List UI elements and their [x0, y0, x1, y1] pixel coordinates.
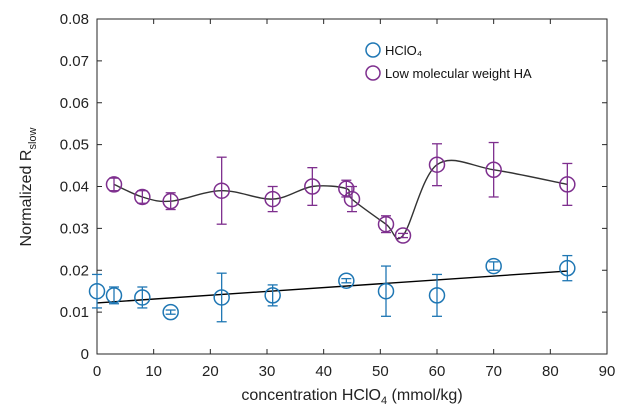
x-axis-label: concentration HClO4 (mmol/kg): [241, 387, 462, 405]
hclo4-point: [428, 287, 446, 304]
data-marks: [88, 141, 576, 323]
ha-point: [428, 156, 446, 173]
ha-point: [304, 178, 321, 195]
hclo4-point: [134, 289, 151, 306]
y-tick-label: 0.05: [60, 137, 89, 154]
ha-point: [264, 190, 281, 208]
x-tick-label: 30: [259, 363, 276, 380]
y-tick-label: 0.02: [60, 262, 89, 279]
y-tick-label: 0.06: [60, 95, 89, 112]
legend-marker-ha: [365, 65, 381, 81]
x-tick-label: 0: [93, 363, 101, 380]
axis-ticks: 0 10 20 30 40 50 60 70 80 90 0 0.01 0.02 0.03 0.04 0.05…: [60, 11, 616, 380]
y-tick-label: 0: [81, 346, 89, 363]
legend-label-ha: Low molecular weight HA: [385, 66, 532, 81]
ha-point: [485, 161, 502, 178]
ha-point: [213, 182, 230, 199]
ha-point: [338, 180, 355, 197]
hclo4-point: [559, 259, 576, 277]
x-tick-label: 40: [315, 363, 332, 380]
y-tick-label: 0.03: [60, 220, 89, 237]
hclo4-point: [213, 289, 230, 306]
hclo4-point: [105, 287, 123, 304]
ha-point: [134, 188, 151, 206]
hclo4-point: [338, 272, 355, 289]
ha-point: [343, 190, 361, 208]
x-tick-label: 10: [145, 363, 162, 380]
ha-point: [394, 227, 412, 244]
y-tick-label: 0.04: [60, 179, 89, 196]
ha-point: [377, 215, 395, 233]
legend: HClO₄ Low molecular weight HA: [365, 42, 532, 81]
x-tick-label: 90: [599, 363, 616, 380]
hclo4-point: [264, 287, 281, 304]
y-tick-label: 0.01: [60, 304, 89, 321]
ha-point: [162, 192, 179, 210]
hclo4-point: [377, 282, 395, 300]
x-tick-label: 80: [542, 363, 559, 380]
hclo4-point: [485, 257, 502, 275]
x-tick-label: 20: [202, 363, 219, 380]
hclo4-point: [162, 303, 179, 321]
x-tick-label: 60: [429, 363, 446, 380]
hclo4-point: [88, 282, 106, 300]
x-tick-label: 70: [485, 363, 502, 380]
ha-point: [105, 176, 123, 193]
y-axis-label: Normalized Rslow: [18, 127, 39, 246]
ha-point: [559, 176, 576, 193]
y-tick-label: 0.08: [60, 11, 89, 28]
legend-label-hclo4: HClO₄: [385, 43, 422, 58]
x-tick-label: 50: [372, 363, 389, 380]
legend-marker-hclo4: [365, 42, 381, 58]
y-tick-label: 0.07: [60, 53, 89, 70]
hclo4-fit-line: [96, 270, 568, 304]
